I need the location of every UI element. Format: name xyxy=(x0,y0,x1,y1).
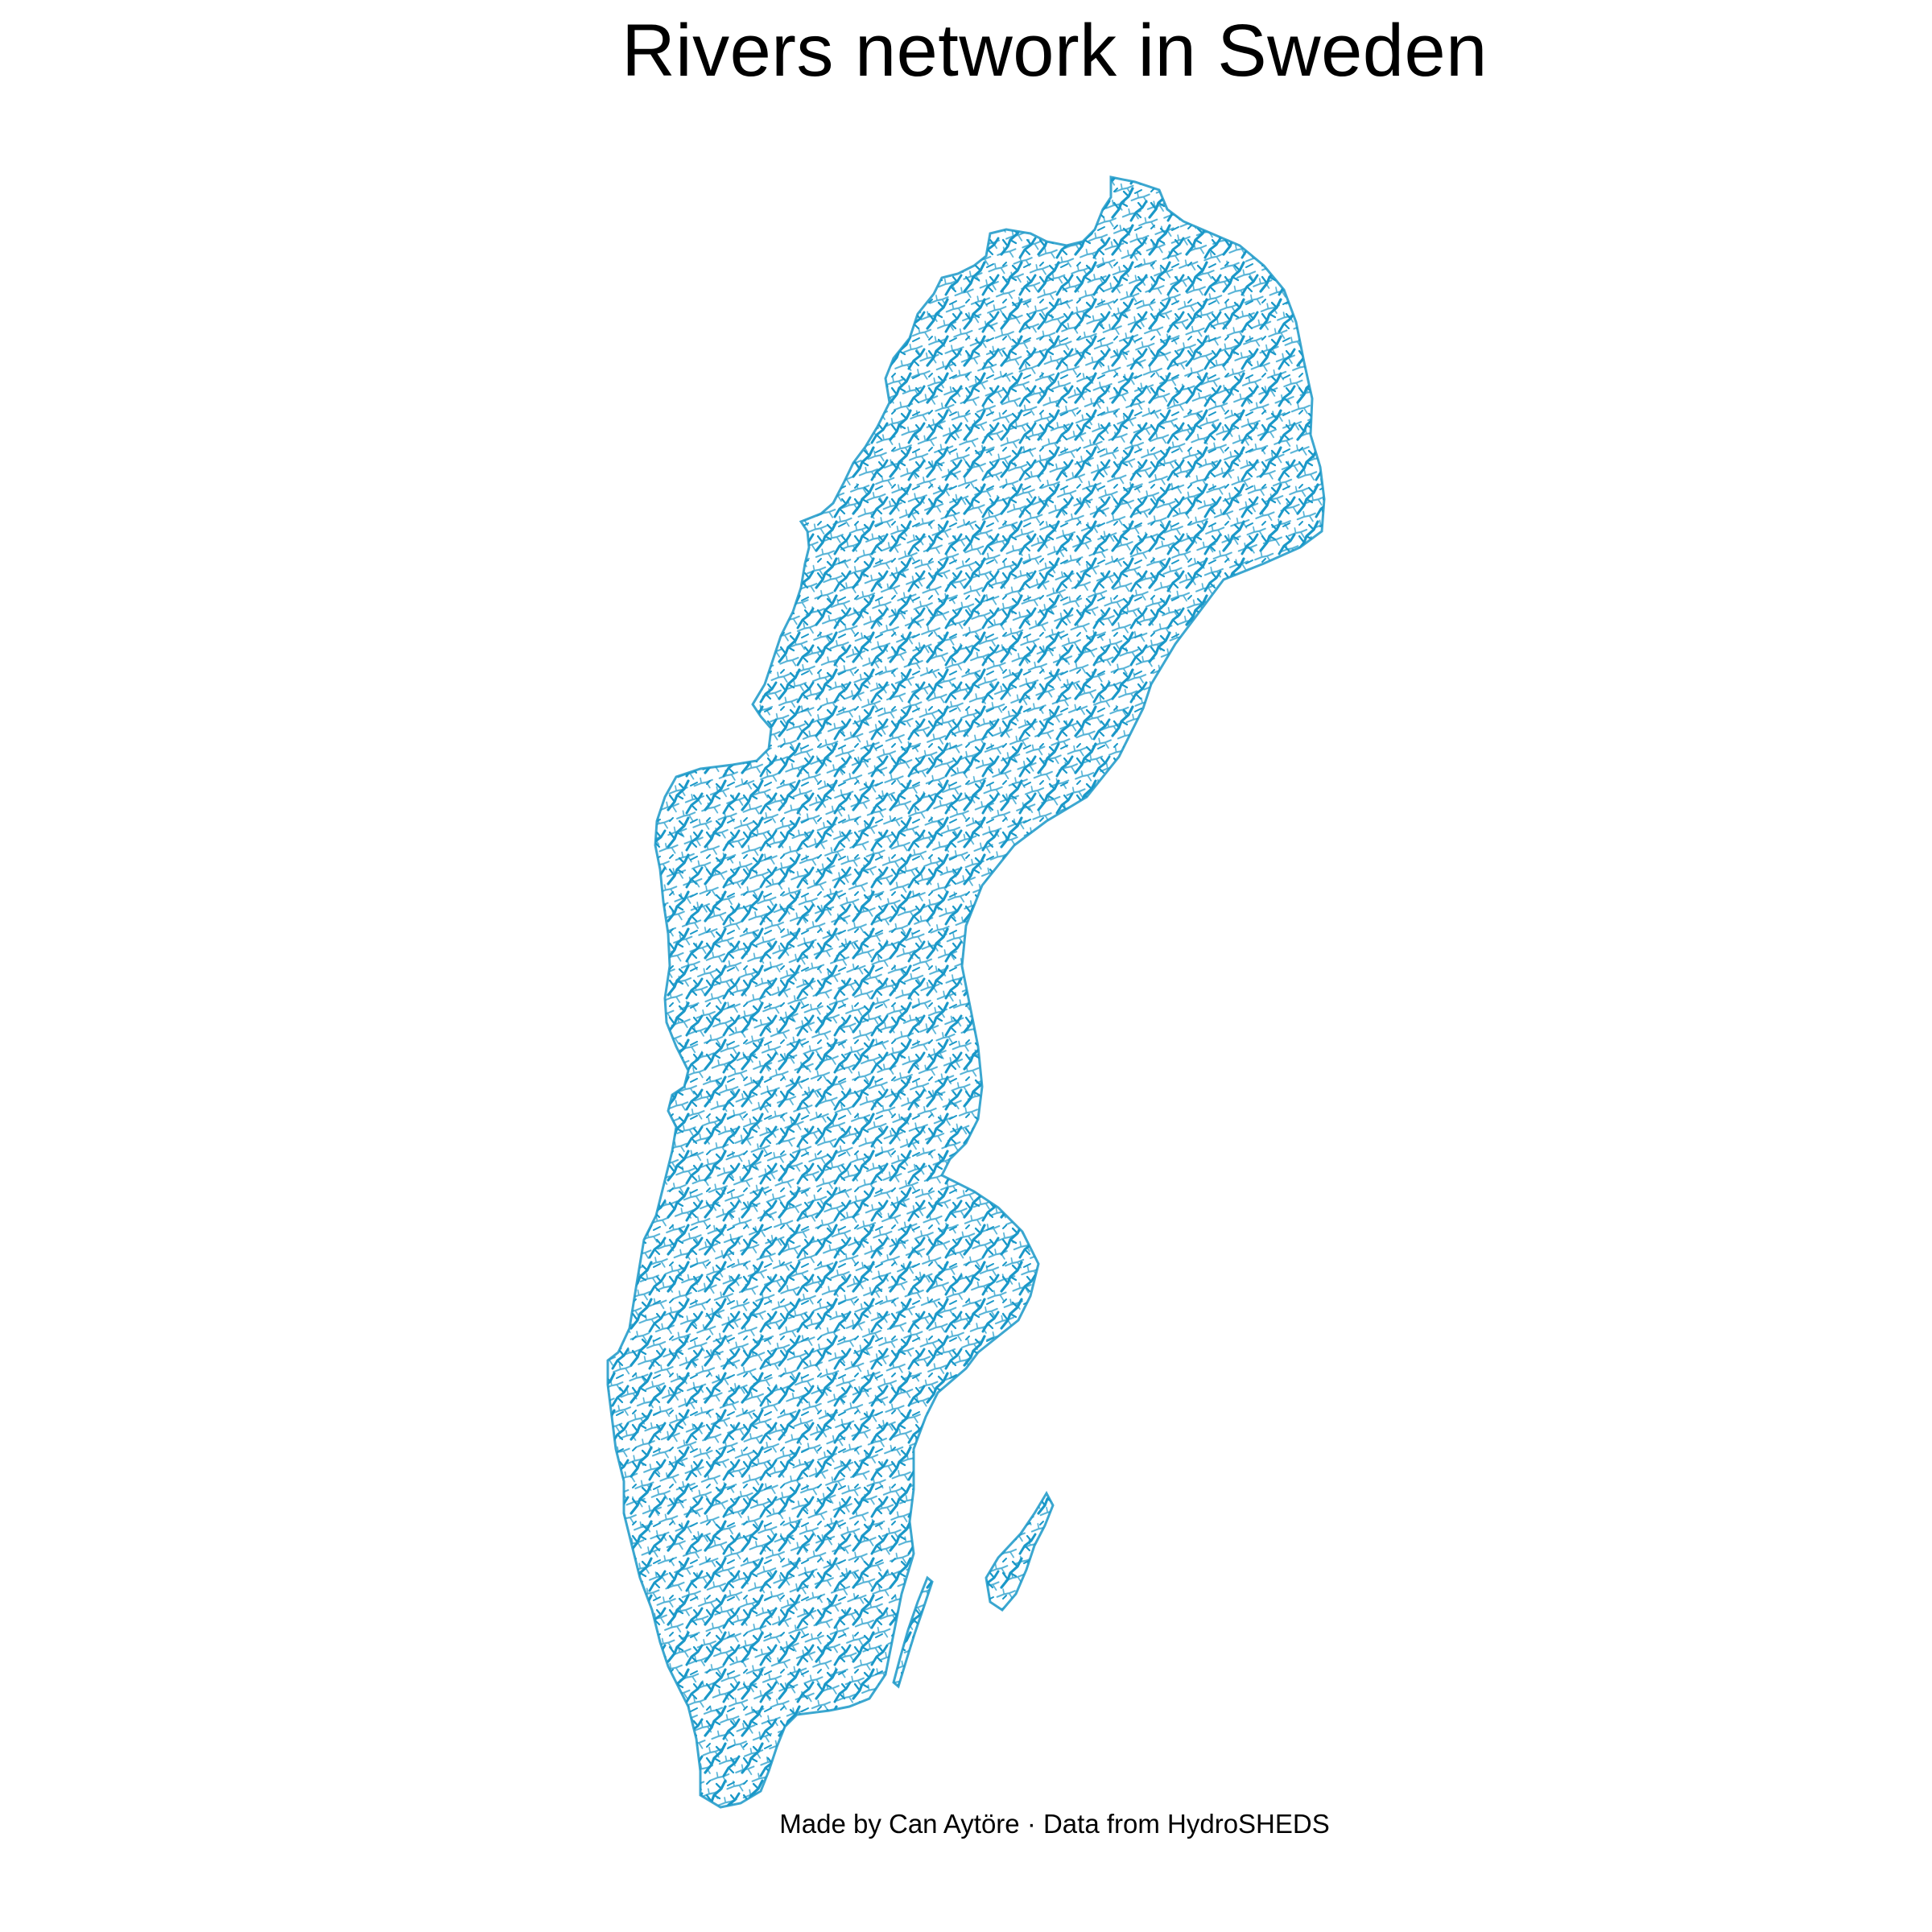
map-title: Rivers network in Sweden xyxy=(621,10,1488,92)
map-caption: Made by Can Aytöre · Data from HydroSHED… xyxy=(779,1809,1330,1839)
